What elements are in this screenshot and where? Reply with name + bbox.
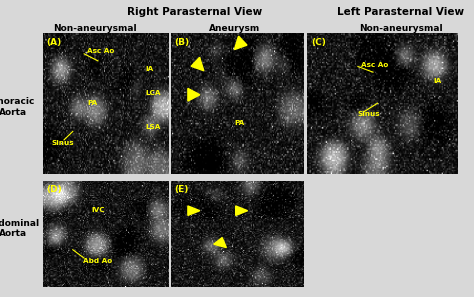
Text: Asc Ao: Asc Ao: [87, 48, 114, 54]
Text: IVC: IVC: [91, 207, 105, 213]
Text: Asc Ao: Asc Ao: [361, 62, 388, 68]
Text: Right Parasternal View: Right Parasternal View: [127, 7, 262, 17]
Text: IA: IA: [433, 78, 442, 84]
Text: Sinus: Sinus: [52, 140, 74, 146]
Text: IA: IA: [146, 66, 154, 72]
Text: Thoracic
Aorta: Thoracic Aorta: [0, 97, 35, 117]
Text: LSA: LSA: [146, 124, 161, 130]
Text: LCA: LCA: [146, 90, 161, 96]
Text: Aneurysm: Aneurysm: [209, 24, 260, 33]
Text: Abdominal
Aorta: Abdominal Aorta: [0, 219, 40, 238]
Polygon shape: [191, 57, 204, 71]
Polygon shape: [188, 206, 200, 215]
Text: Sinus: Sinus: [358, 111, 381, 118]
Text: (E): (E): [174, 185, 189, 195]
Text: Non-aneurysmal: Non-aneurysmal: [359, 24, 442, 33]
Polygon shape: [214, 238, 227, 248]
Polygon shape: [188, 89, 200, 101]
Text: Abd Ao: Abd Ao: [83, 258, 112, 264]
Polygon shape: [236, 206, 247, 215]
Text: (B): (B): [174, 38, 190, 47]
Text: Left Parasternal View: Left Parasternal View: [337, 7, 464, 17]
Text: PA: PA: [235, 120, 245, 126]
Text: PA: PA: [88, 100, 98, 106]
Text: (A): (A): [46, 38, 62, 47]
Text: Non-aneurysmal: Non-aneurysmal: [53, 24, 137, 33]
Polygon shape: [234, 36, 247, 50]
Text: (C): (C): [311, 38, 326, 47]
Text: (D): (D): [46, 185, 62, 195]
